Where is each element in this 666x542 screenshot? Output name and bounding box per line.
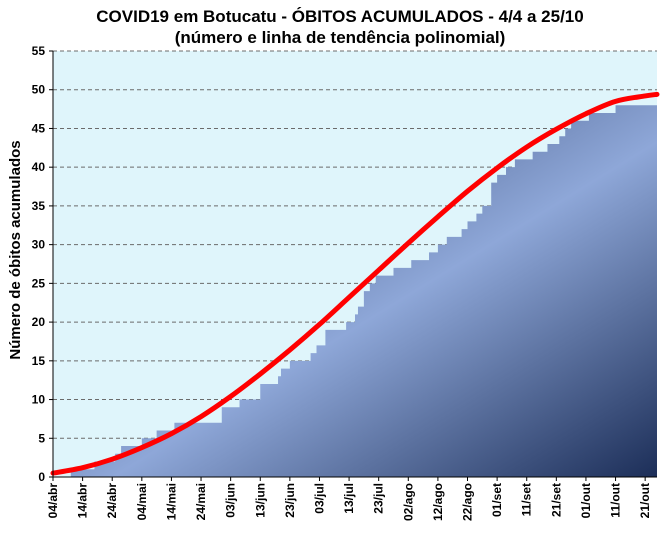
x-tick-label-20: 24/abr bbox=[105, 483, 119, 519]
x-tick-label-0: 04/abr bbox=[46, 483, 60, 519]
y-tick-label-20: 20 bbox=[32, 315, 46, 329]
x-tick-label-110: 23/jul bbox=[372, 483, 386, 514]
x-tick-label-60: 03/jun bbox=[224, 483, 238, 518]
x-tick-label-170: 21/set bbox=[549, 483, 563, 517]
chart-subtitle: (número e linha de tendência polinomial) bbox=[175, 28, 506, 47]
y-tick-label-55: 55 bbox=[32, 44, 46, 58]
y-tick-labels: 0 5 10 15 20 25 30 35 40 45 50 55 bbox=[32, 44, 46, 484]
x-tick-label-90: 03/jul bbox=[312, 483, 326, 514]
x-tick-label-10: 14/abr bbox=[76, 483, 90, 519]
y-tick-label-25: 25 bbox=[32, 276, 46, 290]
trend-line-series bbox=[50, 91, 660, 476]
y-tick-label-40: 40 bbox=[32, 160, 46, 174]
x-tick-label-100: 13/jul bbox=[342, 483, 356, 514]
x-tick-label-180: 01/out bbox=[579, 483, 593, 518]
axes bbox=[49, 50, 657, 481]
y-tick-label-35: 35 bbox=[32, 199, 46, 213]
x-tick-label-120: 02/ago bbox=[401, 483, 415, 521]
y-tick-label-50: 50 bbox=[32, 83, 46, 97]
x-tick-label-40: 14/mai bbox=[164, 483, 178, 520]
x-tick-label-30: 04/mai bbox=[135, 483, 149, 520]
x-tick-label-150: 01/set bbox=[490, 483, 504, 517]
x-tick-label-200: 21/out bbox=[638, 483, 652, 518]
y-tick-label-30: 30 bbox=[32, 238, 46, 252]
y-tick-label-15: 15 bbox=[32, 354, 46, 368]
y-tick-label-0: 0 bbox=[38, 470, 45, 484]
y-tick-label-5: 5 bbox=[38, 431, 45, 445]
x-tick-label-80: 23/jun bbox=[283, 483, 297, 518]
x-tick-label-130: 12/ago bbox=[431, 483, 445, 521]
x-tick-label-50: 24/mai bbox=[194, 483, 208, 520]
x-tick-label-160: 11/set bbox=[520, 483, 534, 516]
y-axis-title: Número de óbitos acumulados bbox=[7, 140, 24, 359]
y-tick-label-10: 10 bbox=[32, 393, 46, 407]
y-tick-label-45: 45 bbox=[32, 121, 46, 135]
x-tick-label-140: 22/ago bbox=[461, 483, 475, 521]
deaths-area-series bbox=[53, 105, 657, 477]
x-tick-labels: 04/abr 14/abr 24/abr 04/mai 14/mai 24/mai 03/j… bbox=[46, 483, 652, 521]
x-tick-label-70: 13/jun bbox=[253, 483, 267, 518]
chart-title: COVID19 em Botucatu - ÓBITOS ACUMULADOS … bbox=[96, 7, 583, 26]
x-tick-label-190: 11/out bbox=[609, 483, 623, 518]
